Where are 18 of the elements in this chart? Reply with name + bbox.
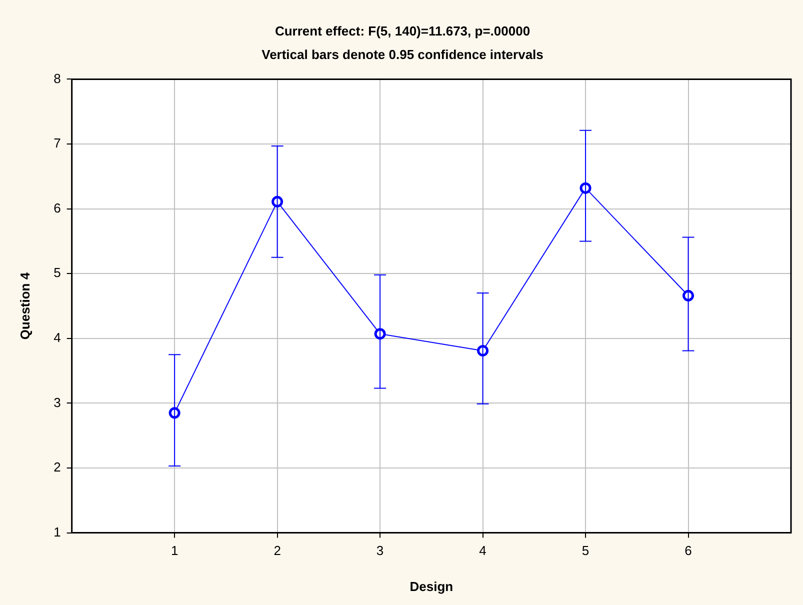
x-tick-label: 3 bbox=[376, 543, 384, 558]
y-tick-label: 1 bbox=[54, 524, 61, 540]
x-tick-label: 4 bbox=[479, 543, 486, 558]
y-axis-title: Question 4 bbox=[17, 272, 32, 340]
chart-subtitle: Vertical bars denote 0.95 confidence intervals bbox=[262, 46, 544, 62]
x-axis-title: Design bbox=[410, 578, 454, 594]
y-tick-label: 4 bbox=[54, 330, 61, 345]
chart-title: Current effect: F(5, 140)=11.673, p=.00000 bbox=[274, 23, 530, 38]
x-tick-label: 2 bbox=[274, 543, 281, 558]
y-tick-label: 7 bbox=[54, 136, 61, 151]
y-tick-label: 8 bbox=[54, 70, 61, 86]
x-tick-label: 1 bbox=[170, 543, 178, 558]
x-tick-label: 5 bbox=[582, 543, 590, 558]
y-tick-label: 2 bbox=[54, 460, 61, 475]
y-tick-label: 3 bbox=[54, 394, 61, 410]
y-tick-label: 6 bbox=[54, 200, 61, 216]
x-tick-label: 6 bbox=[684, 543, 692, 558]
y-tick-label: 5 bbox=[54, 265, 61, 280]
